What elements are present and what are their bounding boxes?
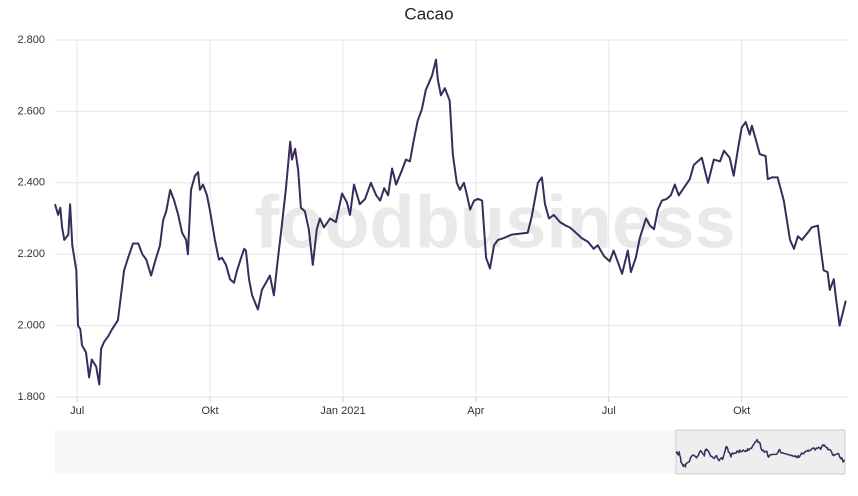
x-tick-label: Jan 2021 — [320, 405, 365, 417]
y-tick-label: 1.800 — [17, 391, 45, 403]
x-tick-label: Okt — [733, 405, 750, 417]
x-tick-label: Apr — [467, 405, 484, 417]
y-tick-label: 2.400 — [17, 177, 45, 189]
y-tick-label: 2.800 — [17, 34, 45, 46]
y-tick-label: 2.000 — [17, 320, 45, 332]
y-tick-label: 2.600 — [17, 105, 45, 117]
x-tick-label: Jul — [70, 405, 84, 417]
x-tick-label: Jul — [602, 405, 616, 417]
series-line — [54, 58, 847, 386]
x-tick-label: Okt — [201, 405, 218, 417]
navigator-line — [675, 438, 846, 468]
chart-title: Cacao — [404, 4, 453, 23]
y-tick-label: 2.200 — [17, 248, 45, 260]
